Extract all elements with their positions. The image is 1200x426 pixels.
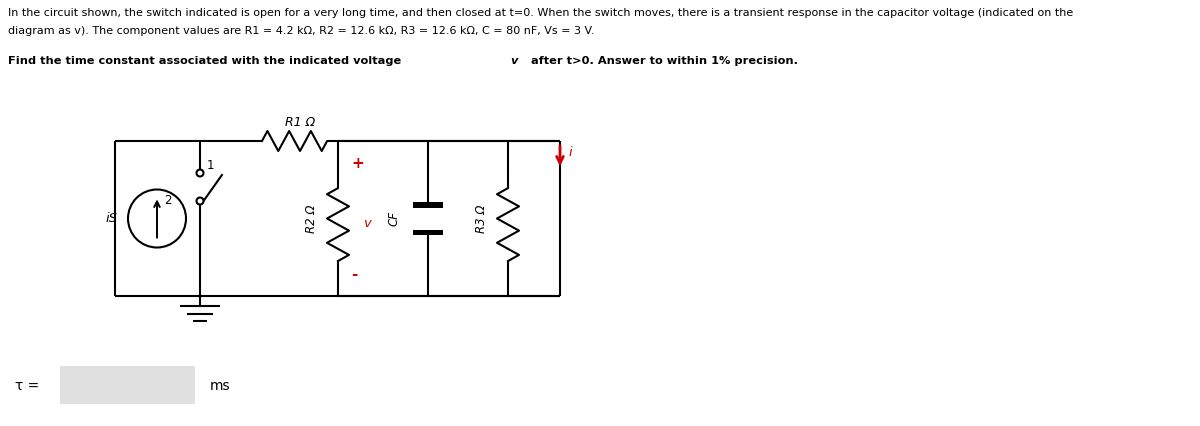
Text: -: - [352,267,358,282]
Text: 2: 2 [164,193,172,207]
Text: 1: 1 [206,159,215,172]
Text: τ =: τ = [14,379,40,393]
Bar [413,230,443,235]
Text: R1 Ω: R1 Ω [284,116,316,129]
Text: Find the time constant associated with the indicated voltage: Find the time constant associated with t… [8,56,406,66]
Text: iS: iS [106,212,118,225]
Text: i: i [569,147,572,159]
Text: CF: CF [388,211,401,226]
Text: In the circuit shown, the switch indicated is open for a very long time, and the: In the circuit shown, the switch indicat… [8,8,1073,18]
Text: v: v [510,56,517,66]
Text: R2 Ω: R2 Ω [305,204,318,233]
Text: ms: ms [210,379,230,393]
Text: R3 Ω: R3 Ω [475,204,488,233]
Bar [60,366,194,404]
Text: +: + [352,155,364,170]
Text: diagram as v). The component values are R1 = 4.2 kΩ, R2 = 12.6 kΩ, R3 = 12.6 kΩ,: diagram as v). The component values are … [8,26,594,36]
Bar [413,202,443,207]
Text: v: v [364,217,371,230]
Text: after t>0. Answer to within 1% precision.: after t>0. Answer to within 1% precision… [527,56,798,66]
